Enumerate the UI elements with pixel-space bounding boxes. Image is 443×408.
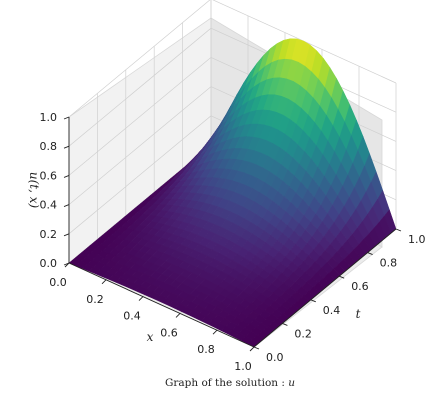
- z-tick: [63, 116, 70, 120]
- caption-text: Graph of the solution :: [165, 377, 288, 389]
- grid-line: [68, 86, 212, 205]
- t-axis: 0.0 0.2 0.4 0.6 0.8 1.0: [253, 228, 426, 364]
- chart-caption: Graph of the solution : u: [165, 377, 295, 389]
- z-tick: [63, 174, 70, 178]
- x-axis-line: [68, 262, 255, 348]
- x-tick-label: 0.4: [123, 310, 141, 323]
- x-tick: [138, 296, 144, 301]
- grid-line: [68, 0, 211, 118]
- z-tick-label: 0.4: [40, 199, 58, 212]
- x-tick: [212, 329, 218, 335]
- z-tick: [63, 145, 70, 149]
- x-tick-label: 0.6: [160, 326, 178, 339]
- t-tick: [367, 252, 373, 256]
- t-tick-label: 0.8: [380, 257, 398, 270]
- t-tick-label: 0.0: [266, 351, 284, 364]
- t-tick: [310, 299, 316, 303]
- z-tick: [63, 204, 70, 208]
- x-tick-label: 0.2: [86, 293, 104, 306]
- t-tick: [253, 346, 260, 350]
- caption-variable: u: [288, 377, 295, 389]
- surface: [68, 38, 397, 348]
- x-tick: [101, 279, 107, 285]
- t-tick: [282, 322, 288, 326]
- t-tick-label: 0.2: [294, 327, 312, 340]
- t-tick: [339, 275, 345, 279]
- t-axis-label: t: [356, 307, 361, 321]
- t-tick-label: 1.0: [408, 233, 426, 246]
- x-tick: [175, 313, 181, 318]
- x-tick: [64, 262, 70, 268]
- t-tick-label: 0.6: [351, 280, 369, 293]
- z-tick-label: 1.0: [40, 111, 58, 124]
- t-tick: [395, 228, 402, 232]
- z-tick-label: 0.8: [40, 140, 58, 153]
- x-tick-label: 0.0: [49, 276, 67, 289]
- grid-line: [68, 27, 212, 147]
- t-axis-line: [253, 228, 397, 348]
- x-axis: 0.0 0.2 0.4 0.6 0.8 1.0: [49, 262, 255, 373]
- grid-line: [68, 115, 212, 235]
- z-tick-label: 0.6: [40, 169, 58, 182]
- grid-line: [68, 57, 212, 176]
- x-tick-label: 0.8: [197, 343, 215, 356]
- z-tick-label: 0.0: [40, 257, 58, 270]
- x-tick-label: 1.0: [234, 360, 252, 373]
- z-axis: 0.0 0.2 0.4 0.6 0.8 1.0: [40, 111, 70, 270]
- z-tick-label: 0.2: [40, 228, 58, 241]
- x-axis-label: x: [147, 330, 154, 344]
- z-axis-label: u(t, x): [27, 172, 41, 209]
- z-tick: [63, 233, 70, 237]
- x-tick: [249, 346, 255, 352]
- t-tick-label: 0.4: [323, 304, 341, 317]
